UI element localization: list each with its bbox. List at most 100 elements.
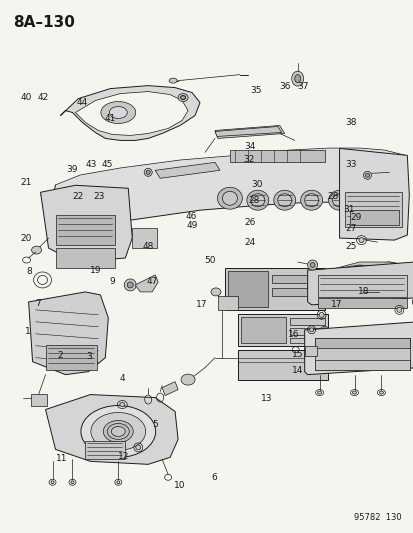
Text: 27: 27 <box>344 224 356 233</box>
Text: 45: 45 <box>101 160 113 169</box>
Ellipse shape <box>246 190 268 210</box>
Ellipse shape <box>332 193 346 207</box>
Text: 28: 28 <box>326 192 338 201</box>
Text: 5: 5 <box>152 421 158 429</box>
Text: 8A–130: 8A–130 <box>13 15 74 30</box>
Ellipse shape <box>103 421 133 442</box>
Bar <box>289 318 324 325</box>
Text: 13: 13 <box>261 394 272 403</box>
Ellipse shape <box>71 481 74 484</box>
Bar <box>132 228 157 248</box>
Text: 12: 12 <box>118 452 129 461</box>
Bar <box>349 210 399 225</box>
Ellipse shape <box>124 279 136 291</box>
Bar <box>85 441 125 459</box>
Ellipse shape <box>31 246 41 254</box>
Bar <box>31 393 46 406</box>
Text: 31: 31 <box>343 205 354 214</box>
Text: 39: 39 <box>66 165 77 174</box>
Bar <box>237 350 327 379</box>
Polygon shape <box>55 148 404 235</box>
Ellipse shape <box>304 193 318 207</box>
Text: 48: 48 <box>142 242 154 251</box>
Bar <box>317 298 406 308</box>
Polygon shape <box>40 185 132 262</box>
Bar <box>229 150 324 163</box>
Text: 17: 17 <box>330 301 341 309</box>
Ellipse shape <box>365 173 368 177</box>
Polygon shape <box>329 262 406 270</box>
Text: 34: 34 <box>244 142 255 151</box>
Polygon shape <box>45 394 178 464</box>
Bar <box>55 248 115 268</box>
Ellipse shape <box>169 78 177 83</box>
Text: 10: 10 <box>174 481 185 490</box>
Ellipse shape <box>217 187 242 209</box>
Polygon shape <box>307 260 413 305</box>
Bar <box>224 268 324 310</box>
Ellipse shape <box>307 281 321 295</box>
Text: 16: 16 <box>287 330 299 339</box>
Ellipse shape <box>277 193 291 207</box>
Bar <box>314 338 409 370</box>
Text: 3: 3 <box>86 352 92 361</box>
Text: 35: 35 <box>249 86 261 95</box>
Ellipse shape <box>358 238 363 243</box>
Ellipse shape <box>328 190 350 210</box>
Text: 30: 30 <box>251 180 262 189</box>
Ellipse shape <box>146 171 150 174</box>
Bar <box>314 360 409 370</box>
Ellipse shape <box>273 190 295 210</box>
Text: 22: 22 <box>72 192 84 201</box>
Ellipse shape <box>300 190 322 210</box>
Polygon shape <box>28 292 108 375</box>
Polygon shape <box>155 163 219 179</box>
Ellipse shape <box>222 191 237 205</box>
Ellipse shape <box>309 328 313 332</box>
Text: 11: 11 <box>56 454 67 463</box>
Polygon shape <box>162 382 178 395</box>
Text: 23: 23 <box>93 192 104 201</box>
Ellipse shape <box>135 445 140 450</box>
Polygon shape <box>214 126 281 136</box>
Text: 38: 38 <box>344 117 356 126</box>
Bar <box>228 271 267 307</box>
Text: 17: 17 <box>196 300 207 309</box>
Ellipse shape <box>363 171 370 179</box>
Polygon shape <box>324 262 406 298</box>
Ellipse shape <box>109 107 127 118</box>
Ellipse shape <box>51 481 54 484</box>
Text: 26: 26 <box>244 219 255 228</box>
Bar <box>314 338 409 348</box>
Text: 2: 2 <box>57 351 63 360</box>
Ellipse shape <box>180 95 185 100</box>
Bar <box>237 314 327 346</box>
Text: 14: 14 <box>292 366 303 375</box>
Ellipse shape <box>317 391 321 394</box>
Text: 44: 44 <box>76 99 88 107</box>
Ellipse shape <box>144 168 152 176</box>
Text: 18: 18 <box>357 287 369 296</box>
Text: 32: 32 <box>243 155 254 164</box>
Ellipse shape <box>119 402 124 407</box>
Ellipse shape <box>351 391 356 394</box>
Bar <box>45 345 97 370</box>
Bar <box>289 328 324 335</box>
Ellipse shape <box>250 193 264 207</box>
Text: 36: 36 <box>278 83 290 92</box>
Polygon shape <box>304 320 413 375</box>
Text: 33: 33 <box>344 160 356 169</box>
Text: 15: 15 <box>291 350 303 359</box>
Polygon shape <box>60 86 199 140</box>
Text: 1: 1 <box>25 327 30 336</box>
Text: 50: 50 <box>204 256 216 264</box>
Text: 40: 40 <box>21 93 32 102</box>
Text: 19: 19 <box>90 266 101 275</box>
Bar <box>271 275 321 283</box>
Text: 4: 4 <box>119 374 125 383</box>
Bar <box>289 338 324 343</box>
Text: 43: 43 <box>85 160 97 169</box>
Ellipse shape <box>127 282 133 288</box>
Bar <box>344 192 401 227</box>
Bar <box>304 346 316 356</box>
